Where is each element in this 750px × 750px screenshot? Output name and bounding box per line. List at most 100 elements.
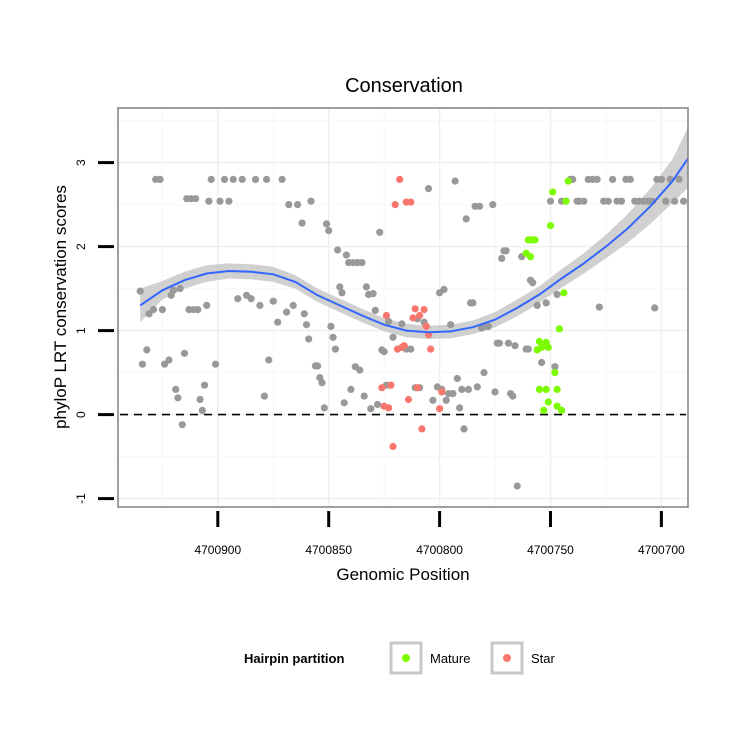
point-other [229,175,237,183]
point-other [320,404,328,412]
point-mature [562,197,570,205]
point-other [447,321,455,329]
point-other [169,286,177,294]
point-other [595,303,603,311]
plot-panel [117,107,689,508]
point-other [347,385,355,393]
point-other [429,396,437,404]
legend-label-star: Star [531,651,556,666]
point-other [294,201,302,209]
point-other [371,306,379,314]
point-other [300,310,308,318]
point-other [172,385,180,393]
point-star [385,404,393,412]
point-other [260,392,268,400]
point-star [416,311,424,320]
point-other [469,299,477,307]
point-other [329,333,337,341]
point-other [442,396,450,404]
point-other [389,333,397,341]
point-other [360,392,368,400]
point-other [174,394,182,402]
data-points [136,175,688,490]
point-other [149,306,158,314]
point-star [396,175,404,183]
legend-symbol-star [503,654,511,662]
point-other [580,197,588,205]
point-other [302,321,311,329]
point-mature [535,337,544,346]
point-other [342,251,350,259]
point-other [158,306,166,314]
point-mature [558,406,566,414]
point-other [298,219,306,227]
point-other [680,197,688,205]
point-star [400,342,408,350]
point-other [325,227,333,235]
point-star [382,311,390,320]
point-other [200,381,209,389]
point-other [529,279,537,287]
x-axis-title: Genomic Position [336,565,469,584]
point-other [504,339,512,347]
point-mature [555,325,564,333]
point-other [251,175,260,183]
panel-border [117,107,689,508]
point-other [604,197,612,205]
point-mature [564,177,572,185]
point-other [238,175,246,183]
point-star [378,384,386,392]
point-other [464,385,472,393]
point-other [207,175,215,183]
point-other [609,175,617,183]
point-other [305,335,313,343]
point-other [318,379,326,387]
point-other [509,392,517,400]
point-mature [544,343,552,351]
point-other [212,360,220,368]
point-other [327,322,335,330]
y-tick-label: -1 [74,493,88,504]
point-star [418,425,426,433]
point-other [475,202,484,210]
point-other [593,175,601,183]
point-other [334,246,342,254]
point-other [143,346,151,354]
point-other [380,348,388,356]
x-tick-label: 4700750 [527,543,574,557]
point-other [256,301,264,309]
point-other [322,220,331,228]
point-mature [560,289,568,297]
point-star [438,388,446,396]
point-other [283,308,291,316]
point-other [473,383,481,391]
point-other [234,295,242,303]
point-other [617,197,626,205]
point-other [274,318,282,326]
y-axis: -1 0 1 2 3 [74,159,114,504]
point-other [165,356,173,364]
point-other [314,362,322,370]
point-other [358,259,366,267]
point-star [407,198,415,206]
point-star [427,345,435,353]
point-other [451,177,459,185]
panel-background [118,108,688,507]
x-tick-label: 4700850 [305,543,352,557]
point-other [456,404,464,412]
point-other [524,345,532,353]
point-other [462,215,470,223]
point-mature [526,253,535,261]
point-other [178,421,186,429]
point-other [196,395,204,404]
point-other [205,197,213,205]
y-tick-label: 3 [74,159,88,166]
point-star [404,395,413,404]
point-other [511,342,519,350]
point-star [420,306,428,314]
point-other [216,197,224,205]
point-other [657,175,666,183]
y-tick-label: 0 [74,411,88,418]
point-other [440,285,448,293]
point-other [369,290,377,298]
